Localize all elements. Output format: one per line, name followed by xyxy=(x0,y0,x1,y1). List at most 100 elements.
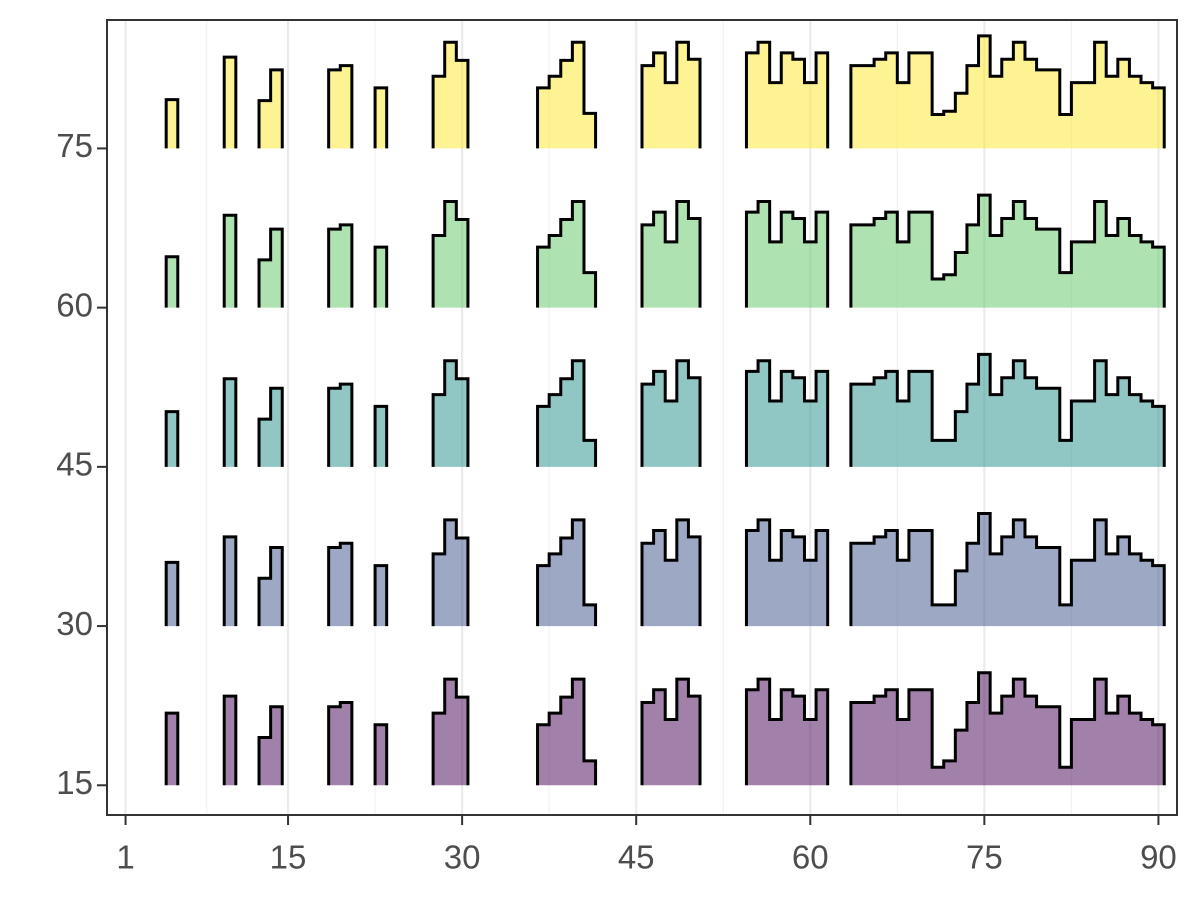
step-area xyxy=(850,672,1165,786)
step-line xyxy=(257,386,284,467)
step-area xyxy=(166,562,178,627)
step-line xyxy=(744,359,830,467)
step-area xyxy=(259,229,283,308)
step-area xyxy=(224,215,236,308)
step-line xyxy=(327,541,354,627)
step-line xyxy=(373,564,389,627)
step-line xyxy=(222,377,238,467)
step-line xyxy=(327,64,354,149)
step-line xyxy=(640,677,702,786)
step-area xyxy=(433,360,468,467)
step-line xyxy=(849,193,1166,308)
step-line xyxy=(373,86,389,149)
step-area xyxy=(375,247,387,308)
step-area xyxy=(328,384,352,467)
step-line xyxy=(431,359,470,467)
step-line xyxy=(640,40,702,149)
step-line xyxy=(849,34,1166,149)
step-area xyxy=(642,679,701,786)
step-area xyxy=(850,513,1165,627)
x-tick-label: 45 xyxy=(618,839,655,876)
step-line xyxy=(164,711,180,786)
step-line xyxy=(222,213,238,308)
x-tick-label: 15 xyxy=(270,839,307,876)
step-line xyxy=(640,200,702,308)
step-area xyxy=(746,42,828,149)
step-area xyxy=(850,35,1165,149)
step-line xyxy=(164,98,180,149)
step-line xyxy=(744,518,830,627)
step-line xyxy=(431,200,470,308)
step-line xyxy=(373,404,389,467)
step-area xyxy=(642,360,701,467)
step-line xyxy=(536,40,598,149)
step-area xyxy=(537,679,596,786)
x-tick-label: 75 xyxy=(966,839,1003,876)
step-area xyxy=(433,42,468,149)
y-tick-label: 45 xyxy=(56,446,93,483)
step-area xyxy=(259,706,283,786)
step-area xyxy=(642,519,701,627)
step-line xyxy=(431,40,470,149)
step-area xyxy=(537,201,596,308)
step-area xyxy=(224,378,236,467)
step-line xyxy=(327,700,354,786)
step-line xyxy=(849,671,1166,786)
step-area xyxy=(328,65,352,149)
step-area xyxy=(166,713,178,786)
step-line xyxy=(536,359,598,467)
step-line xyxy=(431,518,470,627)
step-area xyxy=(375,724,387,786)
step-area xyxy=(224,536,236,627)
y-tick-label: 15 xyxy=(56,764,93,801)
step-line xyxy=(164,560,180,627)
step-line xyxy=(257,546,284,627)
step-line xyxy=(640,518,702,627)
step-area xyxy=(746,201,828,308)
x-tick-label: 60 xyxy=(792,839,829,876)
step-area xyxy=(433,679,468,786)
step-area xyxy=(328,224,352,308)
step-line xyxy=(536,518,598,627)
step-line xyxy=(536,200,598,308)
x-tick-label: 90 xyxy=(1140,839,1177,876)
step-line xyxy=(222,694,238,786)
step-line xyxy=(257,68,284,149)
plot-border xyxy=(106,19,1178,816)
step-area xyxy=(224,57,236,149)
step-area xyxy=(746,360,828,467)
step-area xyxy=(328,543,352,627)
step-area xyxy=(746,679,828,786)
step-area xyxy=(224,696,236,786)
step-line xyxy=(327,223,354,308)
step-area xyxy=(850,354,1165,467)
y-tick-label: 30 xyxy=(56,605,93,642)
step-line xyxy=(257,705,284,786)
step-line xyxy=(222,55,238,149)
step-line xyxy=(744,200,830,308)
x-tick-label: 30 xyxy=(444,839,481,876)
step-area xyxy=(850,195,1165,308)
step-area xyxy=(166,256,178,308)
step-line xyxy=(849,512,1166,627)
step-area xyxy=(259,547,283,627)
y-tick-label: 75 xyxy=(56,127,93,164)
step-line xyxy=(744,40,830,149)
step-line xyxy=(744,677,830,786)
step-line xyxy=(431,677,470,786)
step-line xyxy=(327,382,354,467)
step-line xyxy=(640,359,702,467)
step-area xyxy=(642,201,701,308)
step-line xyxy=(373,245,389,308)
step-line xyxy=(164,255,180,308)
step-area xyxy=(166,411,178,467)
step-area xyxy=(537,519,596,627)
step-line xyxy=(849,352,1166,467)
step-area xyxy=(433,519,468,627)
step-area xyxy=(375,87,387,149)
step-area xyxy=(746,519,828,627)
step-area xyxy=(259,69,283,149)
y-tick-label: 60 xyxy=(56,286,93,323)
step-area xyxy=(537,42,596,149)
